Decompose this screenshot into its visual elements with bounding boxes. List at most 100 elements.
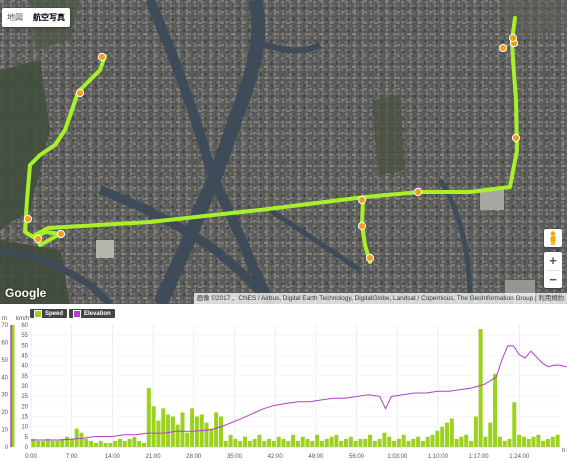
speed-bar[interactable] [406, 440, 411, 447]
route-marker-icon[interactable] [33, 234, 43, 244]
speed-bar[interactable] [502, 440, 507, 447]
speed-bar[interactable] [209, 428, 214, 447]
speed-bar[interactable] [108, 442, 113, 447]
route-marker-icon[interactable] [56, 229, 66, 239]
route-marker-icon[interactable] [23, 214, 33, 224]
speed-bar[interactable] [483, 436, 488, 447]
speed-bar[interactable] [238, 440, 243, 447]
speed-bar[interactable] [142, 442, 147, 447]
speed-bar[interactable] [223, 440, 228, 447]
speed-bar[interactable] [156, 420, 161, 447]
speed-bar[interactable] [536, 434, 541, 447]
speed-bar[interactable] [214, 412, 219, 447]
speed-bar[interactable] [60, 438, 65, 447]
speed-bar[interactable] [276, 436, 281, 447]
route-marker-icon[interactable] [97, 52, 107, 62]
legend-elevation[interactable]: Elevation [69, 309, 115, 318]
speed-bar[interactable] [132, 436, 137, 447]
speed-bar[interactable] [31, 438, 36, 447]
route-marker-icon[interactable] [511, 133, 521, 143]
speed-bar[interactable] [146, 388, 151, 447]
speed-bar[interactable] [363, 438, 368, 447]
legend-speed[interactable]: Speed [30, 309, 68, 318]
speed-bar[interactable] [204, 422, 209, 447]
speed-bar[interactable] [377, 438, 382, 447]
speed-bar[interactable] [233, 438, 238, 447]
speed-bar[interactable] [36, 440, 41, 447]
speed-bar[interactable] [161, 408, 166, 447]
speed-bar[interactable] [69, 438, 74, 447]
speed-bar[interactable] [444, 422, 449, 447]
speed-bar[interactable] [300, 436, 305, 447]
speed-bar[interactable] [113, 440, 118, 447]
speed-bar[interactable] [151, 406, 156, 447]
speed-bar[interactable] [286, 440, 291, 447]
speed-bar[interactable] [185, 432, 190, 447]
speed-bar[interactable] [531, 436, 536, 447]
speed-bar[interactable] [541, 440, 546, 447]
speed-bar[interactable] [343, 438, 348, 447]
speed-bar[interactable] [310, 440, 315, 447]
speed-bar[interactable] [267, 438, 272, 447]
speed-bar[interactable] [218, 416, 223, 448]
speed-bar[interactable] [305, 438, 310, 447]
activity-chart[interactable]: 0:00 7:00 14:00 21:00 28:00 35:00 42:00 49:00 56… [0, 304, 567, 461]
speed-bar[interactable] [262, 440, 267, 447]
speed-bar[interactable] [45, 438, 50, 447]
speed-bar[interactable] [291, 434, 296, 447]
speed-bar[interactable] [382, 432, 387, 447]
speed-bar[interactable] [166, 414, 171, 447]
speed-bar[interactable] [420, 440, 425, 447]
speed-bar[interactable] [387, 436, 392, 447]
speed-bar[interactable] [50, 440, 55, 447]
speed-bar[interactable] [358, 438, 363, 447]
speed-bar[interactable] [488, 422, 493, 447]
zoom-control[interactable]: + − [544, 252, 562, 288]
speed-bar[interactable] [55, 440, 60, 447]
speed-bar[interactable] [497, 436, 502, 447]
speed-bar[interactable] [411, 438, 416, 447]
speed-bar[interactable] [521, 436, 526, 447]
speed-bar[interactable] [507, 438, 512, 447]
speed-bar[interactable] [555, 434, 560, 447]
speed-bar[interactable] [550, 436, 555, 447]
map-attribution[interactable]: 画像 ©2017 、CNES / Airbus, Digital Earth T… [193, 293, 567, 304]
speed-bar[interactable] [122, 440, 127, 447]
speed-bar[interactable] [243, 436, 248, 447]
speed-bar[interactable] [329, 436, 334, 447]
speed-bar[interactable] [478, 329, 483, 447]
speed-bar[interactable] [127, 438, 132, 447]
speed-bar[interactable] [180, 412, 185, 447]
speed-bar[interactable] [440, 426, 445, 447]
speed-bar[interactable] [247, 440, 252, 447]
speed-bar[interactable] [449, 418, 454, 447]
zoom-in-button[interactable]: + [549, 253, 557, 268]
speed-bar[interactable] [117, 438, 122, 447]
route-marker-icon[interactable] [365, 253, 375, 263]
speed-bar[interactable] [252, 438, 257, 447]
speed-bar[interactable] [425, 436, 430, 447]
speed-bar[interactable] [493, 373, 498, 447]
speed-bar[interactable] [137, 440, 142, 447]
speed-bar[interactable] [79, 432, 84, 447]
speed-bar[interactable] [175, 424, 180, 447]
speed-bar[interactable] [396, 438, 401, 447]
speed-bar[interactable] [324, 438, 329, 447]
speed-bar[interactable] [392, 440, 397, 447]
speed-bar[interactable] [334, 434, 339, 447]
route-marker-icon[interactable] [75, 88, 85, 98]
speed-bar[interactable] [74, 428, 79, 447]
zoom-out-button[interactable]: − [549, 272, 557, 287]
speed-bar[interactable] [93, 442, 98, 447]
speed-bar[interactable] [368, 434, 373, 447]
pegman-icon[interactable] [544, 229, 562, 247]
speed-bar[interactable] [512, 402, 517, 447]
map-view[interactable]: 地図 航空写真 + − Google 画像 ©2017 、CNES / Airb… [0, 0, 567, 304]
speed-bar[interactable] [98, 440, 103, 447]
map-type-satellite-button[interactable]: 航空写真 [33, 13, 65, 22]
speed-bar[interactable] [319, 440, 324, 447]
route-marker-icon[interactable] [413, 187, 423, 197]
speed-bar[interactable] [464, 434, 469, 447]
speed-bar[interactable] [545, 438, 550, 447]
speed-bar[interactable] [459, 436, 464, 447]
